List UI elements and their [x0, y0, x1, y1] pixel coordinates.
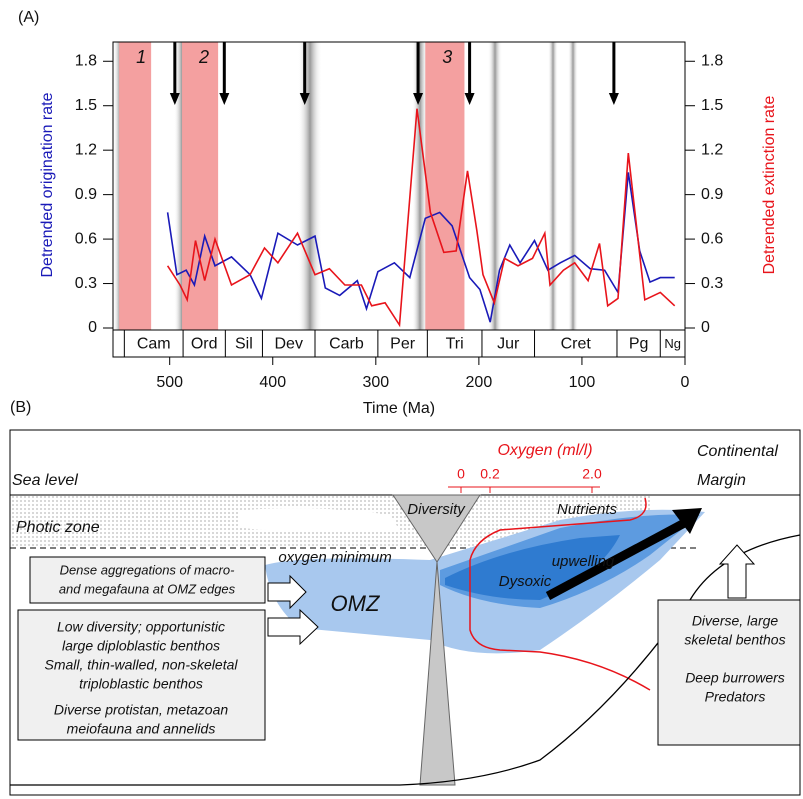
interval-label: 1 [136, 47, 146, 67]
right-box [657, 599, 801, 746]
x-tick-label: 400 [259, 374, 286, 391]
oxygen-title: Oxygen (ml/l) [497, 442, 592, 459]
period-label: Cam [137, 336, 171, 353]
oxygen-tick-label: 0 [457, 466, 465, 482]
period-label: Jur [497, 336, 520, 353]
omz-box [17, 609, 266, 741]
omz-label: OMZ [331, 591, 381, 616]
x-tick-label: 100 [569, 374, 596, 391]
upwelling-arrow [545, 516, 693, 600]
oxygen-tick-label: 0.2 [480, 466, 500, 482]
arrow-head [608, 93, 619, 105]
y2-tick-label: 0.3 [701, 275, 723, 292]
period-label: Sil [235, 336, 253, 353]
y2-tick-label: 0 [701, 319, 710, 336]
margin-label: Continental [697, 443, 778, 460]
shaded-interval [182, 42, 219, 330]
edge-box-text: Dense aggregations of macro- [60, 562, 236, 577]
y-tick-label: 0.6 [75, 230, 97, 247]
period-label: Dev [274, 336, 302, 353]
x-tick-label: 300 [362, 374, 389, 391]
period-label: Per [390, 336, 416, 353]
margin-label: Margin [697, 472, 746, 489]
x-axis-label: Time (Ma) [363, 400, 435, 417]
gray-band [568, 42, 578, 330]
y2-tick-label: 1.8 [701, 52, 723, 69]
x-tick-label: 200 [466, 374, 493, 391]
y2-tick-label: 1.2 [701, 141, 723, 158]
y-tick-label: 1.2 [75, 141, 97, 158]
oxygen-tick-label: 2.0 [582, 466, 602, 482]
omz-box-text: triploblastic benthos [79, 676, 203, 692]
dysoxic-zone [445, 535, 620, 600]
interval-label: 3 [442, 47, 452, 67]
y-tick-label: 0 [88, 319, 97, 336]
nutrients-label: Nutrients [557, 501, 618, 518]
right-box-text: Diverse, large [692, 613, 779, 629]
y-tick-label: 0.9 [75, 186, 97, 203]
arrow-head [464, 93, 475, 105]
period-label: Cret [561, 336, 592, 353]
shaded-interval [425, 42, 465, 330]
photic-gap [240, 508, 400, 533]
x-tick-label: 0 [681, 374, 690, 391]
shaded-interval [119, 42, 152, 330]
edge-box [29, 556, 266, 604]
right-box-text: skeletal benthos [684, 632, 785, 648]
arrow-head [219, 93, 230, 105]
arrow-head [169, 93, 180, 105]
y2-tick-label: 0.9 [701, 186, 723, 203]
plot-frame [112, 41, 686, 358]
oxygen-minimum-label: oxygen minimum [278, 549, 391, 566]
omz-box-text: Diverse protistan, metazoan [54, 702, 229, 718]
upwelling-arrow-head [672, 508, 702, 534]
right-box-text: Deep burrowers [685, 670, 785, 686]
block-arrow [267, 608, 319, 646]
y-tick-label: 0.3 [75, 275, 97, 292]
block-arrow [718, 544, 756, 599]
gray-band [488, 42, 502, 330]
upwelling-label: upwelling [552, 553, 615, 570]
interval-label: 2 [198, 47, 209, 67]
edge-box-text: and megafauna at OMZ edges [59, 581, 236, 596]
diversity-label: Diversity [407, 501, 466, 518]
y-axis-label: Detrended origination rate [39, 92, 56, 277]
right-box-text: Predators [705, 689, 766, 705]
omz-box-text: Small, thin-walled, non-skeletal [45, 657, 239, 673]
y-tick-label: 1.5 [75, 97, 97, 114]
dysoxic-label: Dysoxic [499, 573, 552, 590]
diversity-funnel [392, 494, 481, 786]
arrow-head [299, 93, 310, 105]
period-label: Ng [664, 336, 681, 351]
period-label: Ord [191, 336, 218, 353]
period-label: Pg [629, 336, 649, 353]
omz-box-text: Low diversity; opportunistic [57, 619, 225, 635]
y2-tick-label: 0.6 [701, 230, 723, 247]
omz-box-text: large diploblastic benthos [62, 638, 220, 654]
panel-label: (B) [10, 399, 31, 416]
y2-axis-label: Detrended extinction rate [761, 96, 778, 275]
panel-label: (A) [18, 9, 39, 26]
sea-level-label: Sea level [12, 472, 78, 489]
period-label: Carb [329, 336, 364, 353]
gray-band [298, 42, 322, 330]
chart-a: 1 2 3 0 0.3 0.6 0.9 1.2 1.5 1.8 0 0.3 0.6 0.9 1.2 1.5 1.… [75, 42, 723, 391]
x-tick-label: 500 [156, 374, 183, 391]
arrow-head [413, 93, 424, 105]
y-tick-label: 1.8 [75, 52, 97, 69]
y2-tick-label: 1.5 [701, 97, 723, 114]
series-line [166, 108, 676, 328]
period-label: Tri [446, 336, 464, 353]
series-line [166, 172, 675, 323]
oxygen-curve [469, 497, 651, 691]
photic-zone-label: Photic zone [16, 519, 100, 536]
omz-box-text: meiofauna and annelids [67, 721, 216, 737]
block-arrow [267, 574, 307, 610]
gray-band [548, 42, 558, 330]
